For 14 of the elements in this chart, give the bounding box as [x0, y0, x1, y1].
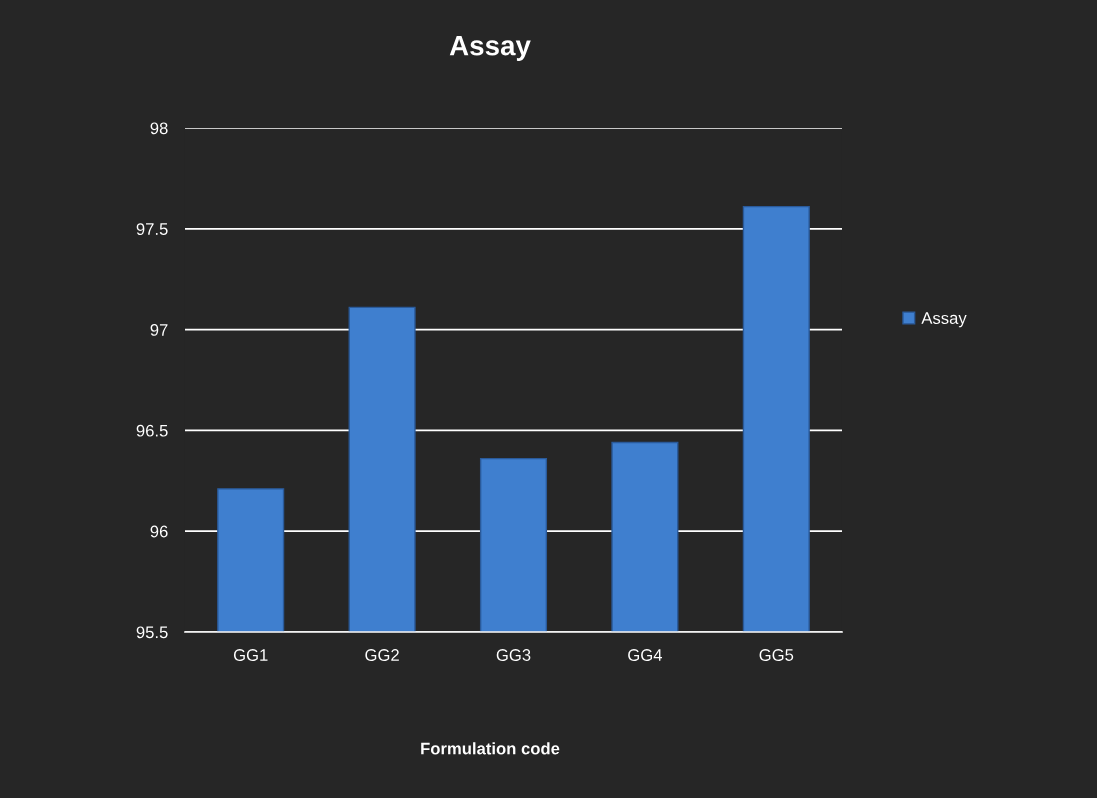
y-tick-label: 95.5: [136, 626, 168, 639]
x-tick-label: GG4: [628, 649, 663, 661]
y-tick-label: 97.5: [136, 223, 168, 235]
x-tick-label: GG1: [233, 649, 268, 661]
y-tick-label: 96: [150, 525, 168, 538]
legend-label: Assay: [921, 312, 967, 328]
x-axis-title: Formulation code: [421, 742, 560, 755]
y-tick-label: 96.5: [136, 424, 168, 437]
x-tick-label: GG3: [496, 649, 531, 661]
x-tick-label: GG2: [365, 649, 399, 661]
y-tick-label: 98: [150, 122, 168, 135]
y-tick-label: 97: [150, 324, 168, 336]
x-tick-label: GG5: [759, 649, 794, 661]
chart-title: Assay: [449, 36, 531, 61]
